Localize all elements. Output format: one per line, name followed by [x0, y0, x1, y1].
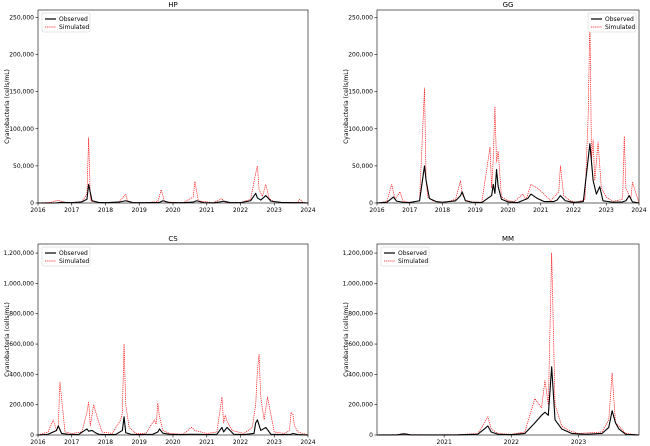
legend-entry-simulated: Simulated	[398, 258, 429, 265]
chart-title: HP	[168, 1, 178, 9]
x-tick-label: 2017	[64, 207, 79, 214]
chart-panel-gg: GG Cyanobacteria (cells/mL) 2016 2017 2018 20…	[343, 1, 647, 214]
x-tick-label: 2023	[267, 207, 282, 214]
y-tick-label: 100,000	[348, 126, 373, 133]
plot-frame	[37, 9, 309, 204]
legend-entry-observed: Observed	[398, 250, 427, 257]
y-tick-label: 50,000	[13, 163, 34, 170]
plot-frame	[376, 243, 640, 436]
chart-panel-cs: CS Cyanobacteria (cells/mL) 2016 2017 2018 20…	[3, 235, 315, 446]
chart-title: MM	[502, 235, 514, 243]
y-axis-label: Cyanobacteria (cells/mL)	[4, 302, 11, 377]
x-tick-label: 2016	[369, 207, 384, 214]
plot-frame	[376, 9, 640, 204]
x-tick-label: 2017	[402, 207, 417, 214]
x-tick-label: 2016	[30, 207, 45, 214]
series-line-observed	[37, 416, 309, 436]
x-tick-label: 2021	[533, 207, 548, 214]
series-line-simulated	[376, 252, 640, 436]
legend-entry-observed: Observed	[59, 16, 88, 23]
x-tick-label: 2019	[468, 207, 483, 214]
y-tick-label: 800,000	[9, 311, 34, 318]
y-tick-label: 600,000	[348, 341, 373, 348]
y-tick-label: 200,000	[9, 402, 34, 409]
y-tick-label: 100,000	[9, 126, 34, 133]
y-axis-label: Cyanobacteria (cells/mL)	[343, 302, 350, 377]
y-tick-label: 150,000	[9, 89, 34, 96]
series-line-simulated	[37, 343, 309, 436]
legend-entry-simulated: Simulated	[605, 24, 636, 31]
x-tick-label: 2020	[500, 207, 515, 214]
x-tick-label: 2024	[631, 207, 646, 214]
x-tick-label: 2020	[165, 439, 180, 446]
series-line-simulated	[37, 137, 309, 204]
chart-title: GG	[503, 1, 514, 9]
chart-panel-mm: MM Cyanobacteria (cells/mL) 2021 2022 2023 0 2…	[342, 235, 640, 446]
y-tick-label: 250,000	[348, 14, 373, 21]
x-tick-label: 2022	[566, 207, 581, 214]
chart-panel-hp: HP Cyanobacteria (cells/mL) 2016 2017 2018 20…	[4, 1, 316, 214]
x-tick-label: 2018	[98, 439, 113, 446]
y-tick-label: 0	[369, 200, 373, 207]
y-axis-label: Cyanobacteria (cells/mL)	[4, 69, 11, 144]
plot-frame	[37, 243, 309, 436]
y-tick-label: 1,000,000	[3, 280, 34, 287]
series-line-simulated	[376, 17, 640, 204]
y-tick-label: 200,000	[9, 52, 34, 59]
y-tick-label: 800,000	[348, 311, 373, 318]
x-tick-label: 2023	[599, 207, 614, 214]
x-tick-label: 2016	[30, 439, 45, 446]
x-tick-label: 2017	[64, 439, 79, 446]
x-tick-label: 2023	[571, 439, 586, 446]
series-line-observed	[376, 143, 640, 204]
y-tick-label: 0	[30, 432, 34, 439]
x-tick-label: 2018	[98, 207, 113, 214]
x-tick-label: 2022	[233, 439, 248, 446]
x-tick-label: 2023	[267, 439, 282, 446]
x-tick-label: 2022	[233, 207, 248, 214]
y-tick-label: 1,200,000	[3, 250, 34, 257]
y-tick-label: 200,000	[348, 402, 373, 409]
y-tick-label: 600,000	[9, 341, 34, 348]
y-axis-label: Cyanobacteria (cells/mL)	[343, 69, 350, 144]
series-line-observed	[38, 183, 309, 204]
chart-title: CS	[168, 235, 178, 243]
x-tick-label: 2021	[199, 207, 214, 214]
y-tick-label: 250,000	[9, 14, 34, 21]
y-tick-label: 0	[30, 200, 34, 207]
x-tick-label: 2019	[132, 439, 147, 446]
y-tick-label: 150,000	[348, 89, 373, 96]
x-tick-label: 2018	[435, 207, 450, 214]
x-tick-label: 2024	[300, 439, 315, 446]
y-tick-label: 0	[369, 432, 373, 439]
x-tick-label: 2021	[437, 439, 452, 446]
legend-entry-simulated: Simulated	[59, 24, 90, 31]
x-tick-label: 2024	[300, 207, 315, 214]
legend-entry-observed: Observed	[59, 250, 88, 257]
series-line-observed	[376, 366, 640, 436]
y-tick-label: 400,000	[348, 371, 373, 378]
y-tick-label: 50,000	[352, 163, 373, 170]
y-tick-label: 200,000	[348, 52, 373, 59]
legend-entry-observed: Observed	[605, 16, 634, 23]
y-tick-label: 400,000	[9, 371, 34, 378]
x-tick-label: 2020	[165, 207, 180, 214]
y-tick-label: 1,200,000	[342, 250, 373, 257]
x-tick-label: 2021	[199, 439, 214, 446]
y-tick-label: 1,000,000	[342, 280, 373, 287]
x-tick-label: 2022	[504, 439, 519, 446]
x-tick-label: 2019	[132, 207, 147, 214]
legend-entry-simulated: Simulated	[59, 258, 90, 265]
